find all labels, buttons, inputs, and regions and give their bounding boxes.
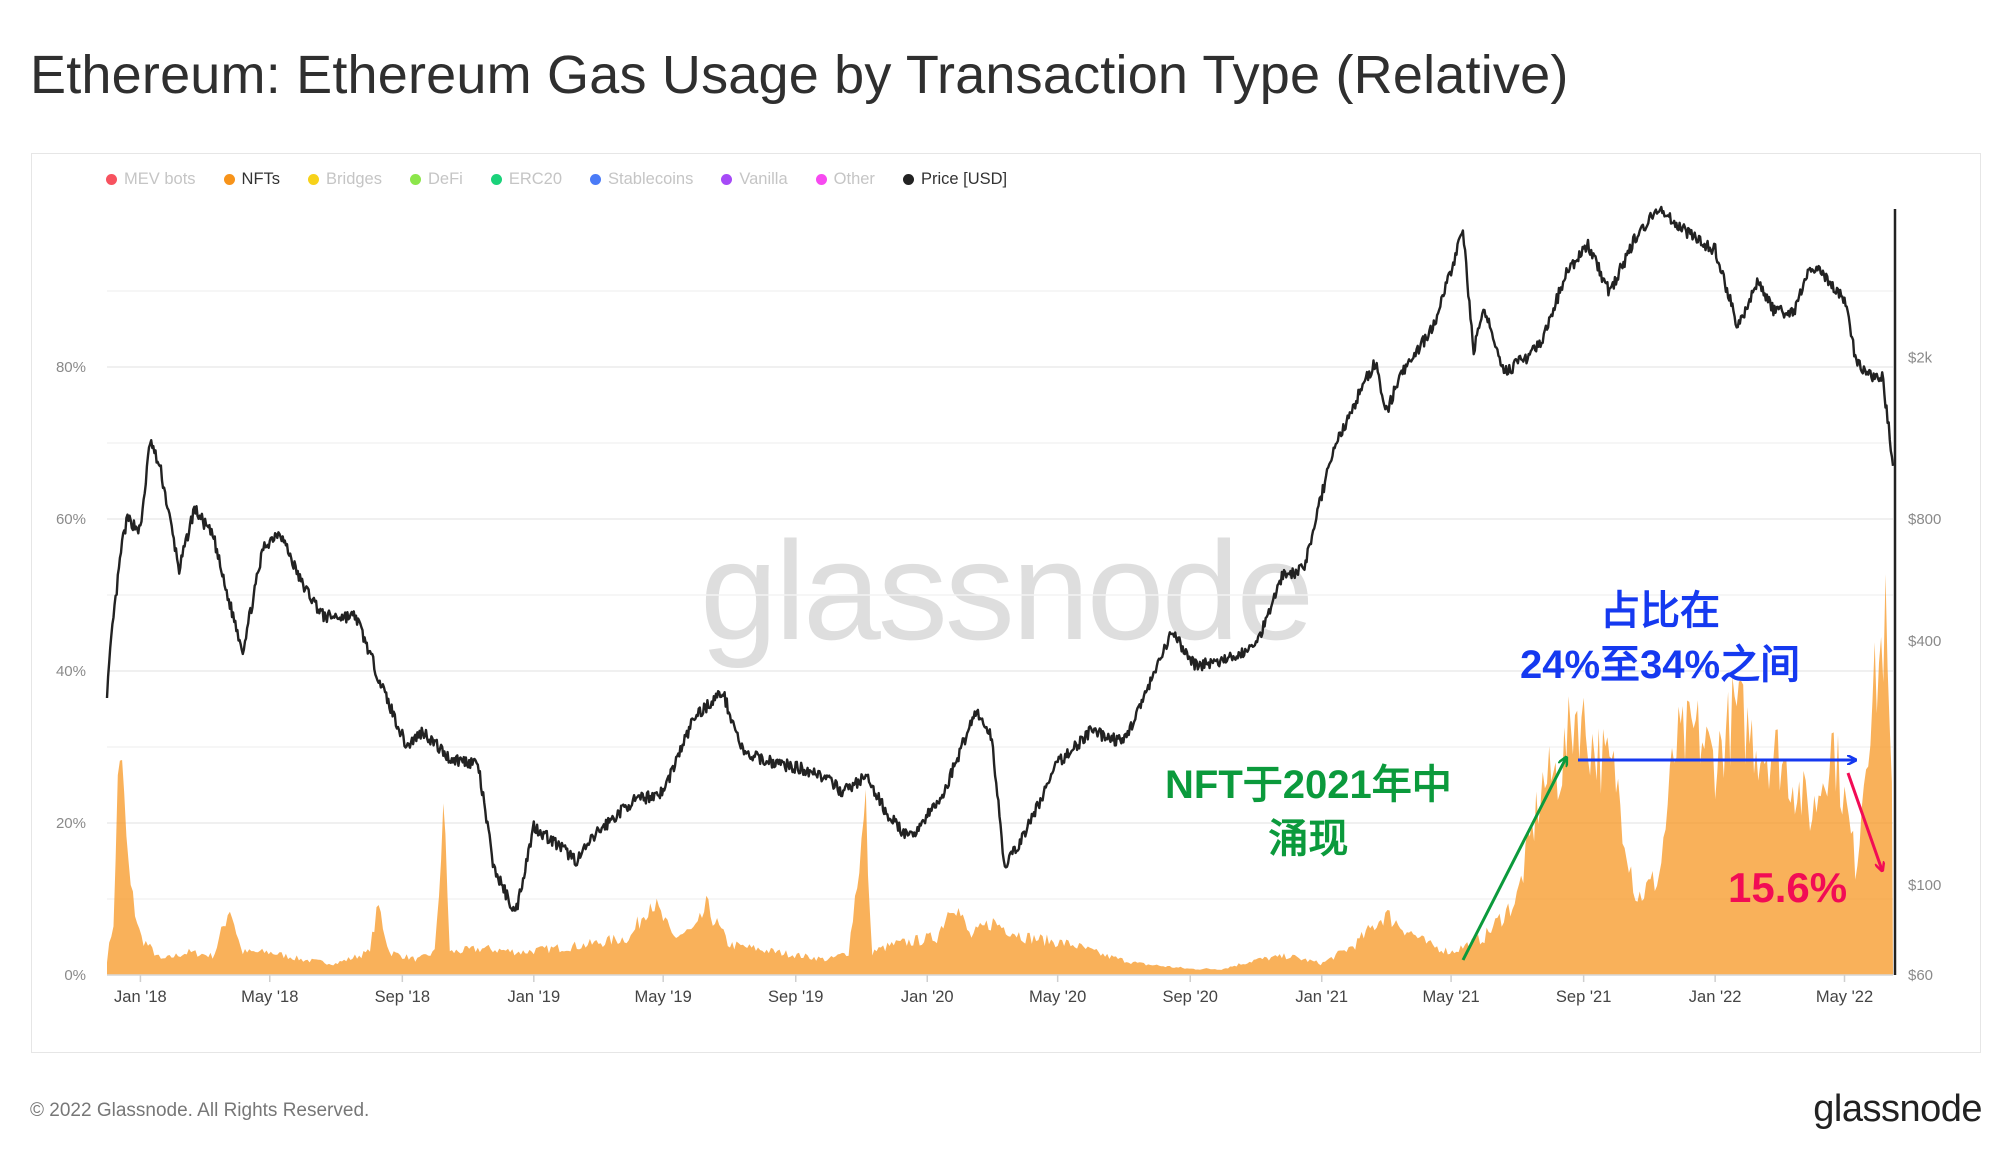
- legend-dot-icon: [490, 174, 502, 185]
- green-arrow: [1461, 758, 1566, 961]
- annotation-range: 占比在 24%至34%之间: [1520, 584, 1800, 692]
- annotation-nft-emerge: NFT于2021年中 涌现: [1165, 758, 1452, 866]
- legend-label: Other: [833, 170, 875, 188]
- annotation-blue-line-1: 占比在: [1600, 589, 1721, 633]
- legend-dot-icon: [721, 174, 733, 185]
- x-tick-label: May '21: [1422, 988, 1479, 1006]
- nft-area: [107, 574, 1893, 975]
- legend-label: Bridges: [326, 170, 382, 188]
- annotation-arrows: [1461, 758, 1882, 961]
- legend-item[interactable]: ERC20: [490, 170, 563, 189]
- legend[interactable]: MEV bots NFTs Bridges DeFi ERC20 Stablecoins V…: [106, 170, 1007, 189]
- x-tick-label: May '22: [1816, 988, 1873, 1006]
- x-tick-label: May '18: [241, 988, 298, 1006]
- x-tick-label: May '19: [635, 988, 692, 1006]
- price-line: [105, 205, 1895, 912]
- legend-dot-icon: [223, 174, 235, 185]
- annotation-green-line-2: 涌现: [1268, 817, 1349, 861]
- x-tick-label: Jan '20: [901, 988, 954, 1006]
- legend-item[interactable]: DeFi: [409, 170, 463, 189]
- x-tick-label: May '20: [1029, 988, 1086, 1006]
- y-left-tick-label: 40%: [56, 663, 86, 680]
- legend-dot-icon: [815, 174, 827, 185]
- y-right-tick-label: $400: [1908, 633, 1941, 650]
- legend-dot-icon: [409, 174, 421, 185]
- y-left-tick-label: 0%: [64, 967, 86, 984]
- legend-label: Price [USD]: [920, 170, 1008, 188]
- x-tick-label: Sep '19: [768, 988, 823, 1006]
- y-left-tick-label: 60%: [56, 511, 86, 528]
- legend-item[interactable]: Other: [815, 170, 875, 189]
- y-left-tick-label: 20%: [56, 815, 86, 832]
- legend-label: NFTs: [241, 170, 281, 188]
- x-tick-label: Sep '18: [375, 988, 430, 1006]
- price-line-series: [105, 205, 1895, 912]
- legend-label: MEV bots: [124, 170, 196, 188]
- legend-dot-icon: [106, 174, 117, 185]
- annotation-blue-line-2: 24%至34%之间: [1520, 643, 1801, 687]
- legend-item[interactable]: Bridges: [308, 170, 382, 189]
- chart-title: Ethereum: Ethereum Gas Usage by Transact…: [30, 45, 1569, 105]
- nft-area-series: [107, 574, 1893, 975]
- watermark: glassnode: [700, 512, 1314, 669]
- x-tick-label: Sep '20: [1163, 988, 1218, 1006]
- legend-label: DeFi: [427, 170, 463, 188]
- legend-label: ERC20: [508, 170, 563, 188]
- legend-dot-icon: [308, 174, 320, 185]
- annotation-current-value: 15.6%: [1728, 864, 1848, 911]
- legend-label: Stablecoins: [608, 170, 694, 188]
- y-right-tick-label: $2k: [1908, 350, 1933, 367]
- chart-frame: [31, 153, 1981, 1053]
- legend-item[interactable]: Vanilla: [721, 170, 788, 189]
- legend-item[interactable]: NFTs: [223, 170, 281, 189]
- y-left-tick-label: 80%: [56, 359, 86, 376]
- annotation-green-line-1: NFT于2021年中: [1165, 763, 1452, 807]
- x-tick-label: Sep '21: [1556, 988, 1611, 1006]
- y-right-tick-label: $100: [1908, 877, 1941, 894]
- legend-item[interactable]: MEV bots: [106, 170, 196, 189]
- red-arrow: [1846, 772, 1882, 870]
- y-right-tick-label: $800: [1908, 511, 1941, 528]
- x-tick-label: Jan '18: [114, 988, 167, 1006]
- x-tick-label: Jan '21: [1295, 988, 1348, 1006]
- brand-logo: glassnode: [1813, 1088, 1982, 1130]
- copyright-footer: © 2022 Glassnode. All Rights Reserved.: [30, 1100, 370, 1121]
- legend-dot-icon: [590, 174, 602, 185]
- legend-item[interactable]: Price [USD]: [902, 170, 1008, 189]
- x-tick-label: Jan '19: [507, 988, 560, 1006]
- legend-item[interactable]: Stablecoins: [590, 170, 693, 189]
- legend-label: Vanilla: [739, 170, 788, 188]
- legend-dot-icon: [902, 174, 914, 185]
- y-right-tick-label: $60: [1908, 967, 1933, 984]
- axes: 0% 20% 40% 60% 80% $60 $100 $400 $800 $2k Jan '18 M…: [56, 209, 1941, 1006]
- x-tick-label: Jan '22: [1689, 988, 1742, 1006]
